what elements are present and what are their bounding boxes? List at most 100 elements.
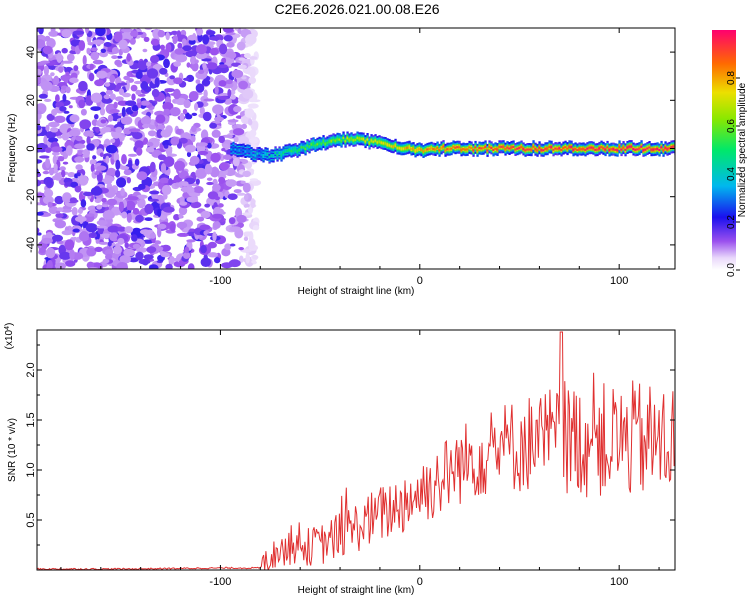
noise-speck bbox=[56, 52, 63, 63]
noise-speck bbox=[124, 242, 129, 249]
noise-speck bbox=[77, 208, 83, 215]
noise-speck bbox=[214, 85, 219, 95]
noise-speck bbox=[212, 221, 221, 229]
ridge-cell bbox=[424, 149, 427, 152]
noise-speck bbox=[75, 164, 83, 171]
snr-panel: -100 0 100 0.5 1.0 1.5 2.0 Height of straight … bbox=[4, 323, 676, 596]
ridge-cell bbox=[506, 146, 509, 149]
noise-speck bbox=[59, 106, 67, 112]
noise-speck bbox=[148, 198, 160, 202]
noise-speck bbox=[196, 28, 204, 36]
noise-speck bbox=[160, 129, 172, 138]
noise-speck bbox=[88, 72, 95, 82]
noise-speck bbox=[209, 36, 220, 41]
noise-speck bbox=[69, 197, 77, 203]
noise-speck bbox=[90, 186, 103, 196]
ridge-cell bbox=[276, 154, 279, 157]
noise-speck bbox=[183, 99, 191, 109]
noise-speck bbox=[186, 239, 196, 243]
ridge-cell bbox=[364, 140, 367, 143]
ridge-cell bbox=[326, 141, 329, 144]
noise-speck bbox=[40, 60, 50, 64]
noise-speck bbox=[125, 100, 137, 106]
noise-speck bbox=[142, 48, 148, 53]
noise-speck bbox=[64, 239, 75, 251]
noise-speck bbox=[75, 135, 83, 142]
noise-speck bbox=[104, 82, 111, 87]
noise-speck bbox=[119, 82, 128, 86]
noise-speck bbox=[233, 189, 242, 194]
noise-speck bbox=[96, 70, 108, 79]
noise-speck bbox=[183, 77, 190, 81]
ridge-cell bbox=[440, 146, 443, 149]
ridge-cell bbox=[480, 147, 483, 150]
noise-speck bbox=[54, 172, 62, 181]
noise-speck bbox=[218, 176, 226, 184]
noise-speck bbox=[168, 178, 173, 186]
noise-speck bbox=[238, 57, 246, 61]
noise-speck bbox=[69, 114, 80, 123]
noise-speck bbox=[135, 71, 143, 79]
noise-speck bbox=[177, 42, 183, 49]
snr-x-tick-label: 0 bbox=[417, 576, 423, 588]
snr-frame bbox=[36, 329, 676, 571]
noise-speck bbox=[178, 213, 183, 219]
ridge-cell bbox=[510, 146, 513, 149]
spectrogram-x-axis-label: Height of straight line (km) bbox=[298, 286, 415, 297]
noise-speck bbox=[55, 94, 60, 103]
ridge-cell bbox=[394, 144, 397, 147]
ridge-cell bbox=[298, 148, 301, 151]
noise-speck bbox=[90, 163, 95, 173]
noise-speck bbox=[37, 125, 42, 131]
noise-speck bbox=[195, 83, 205, 93]
noise-speck bbox=[157, 30, 165, 38]
noise-speck bbox=[95, 210, 106, 214]
noise-speck bbox=[245, 34, 257, 45]
noise-speck bbox=[218, 135, 225, 144]
noise-speck bbox=[37, 179, 42, 187]
noise-speck bbox=[41, 237, 53, 244]
noise-speck bbox=[248, 138, 259, 144]
ridge-cell bbox=[616, 149, 619, 152]
noise-speck bbox=[103, 42, 112, 47]
ridge-cell bbox=[670, 145, 673, 149]
ridge-cell bbox=[310, 143, 313, 146]
noise-speck bbox=[45, 157, 51, 169]
noise-speck bbox=[131, 104, 139, 112]
ridge-cell bbox=[520, 145, 523, 149]
noise-speck bbox=[99, 107, 106, 116]
noise-speck bbox=[80, 108, 87, 116]
noise-speck bbox=[151, 88, 160, 98]
ridge-cell bbox=[344, 140, 347, 143]
ridge-cell bbox=[374, 139, 377, 142]
noise-speck bbox=[195, 167, 207, 179]
noise-speck bbox=[241, 123, 247, 130]
noise-speck bbox=[58, 66, 64, 73]
snr-x-axis-label: Height of straight line (km) bbox=[298, 585, 415, 596]
noise-speck bbox=[140, 81, 149, 90]
noise-speck bbox=[43, 189, 54, 198]
noise-speck bbox=[59, 251, 72, 260]
noise-speck bbox=[107, 225, 120, 233]
noise-speck bbox=[61, 47, 68, 54]
spectrogram-panel: -100 0 100 -40 -20 0 20 40 Height of straight l… bbox=[7, 27, 676, 297]
noise-speck bbox=[134, 140, 144, 150]
noise-speck bbox=[144, 203, 154, 215]
ridge-cell bbox=[568, 145, 571, 148]
ridge-cell bbox=[380, 141, 383, 144]
noise-speck bbox=[86, 247, 97, 257]
noise-speck bbox=[200, 245, 207, 254]
noise-speck bbox=[117, 237, 125, 245]
noise-speck bbox=[74, 143, 86, 149]
noise-speck bbox=[227, 119, 239, 123]
noise-speck bbox=[219, 43, 228, 55]
ridge-cell bbox=[606, 146, 609, 149]
noise-speck bbox=[52, 234, 63, 242]
ridge-cell bbox=[668, 147, 671, 150]
noise-speck bbox=[99, 152, 104, 157]
noise-speck bbox=[74, 156, 85, 163]
noise-speck bbox=[95, 239, 100, 244]
noise-speck bbox=[250, 198, 256, 209]
ridge-cell bbox=[514, 148, 517, 151]
noise-speck bbox=[144, 217, 153, 222]
